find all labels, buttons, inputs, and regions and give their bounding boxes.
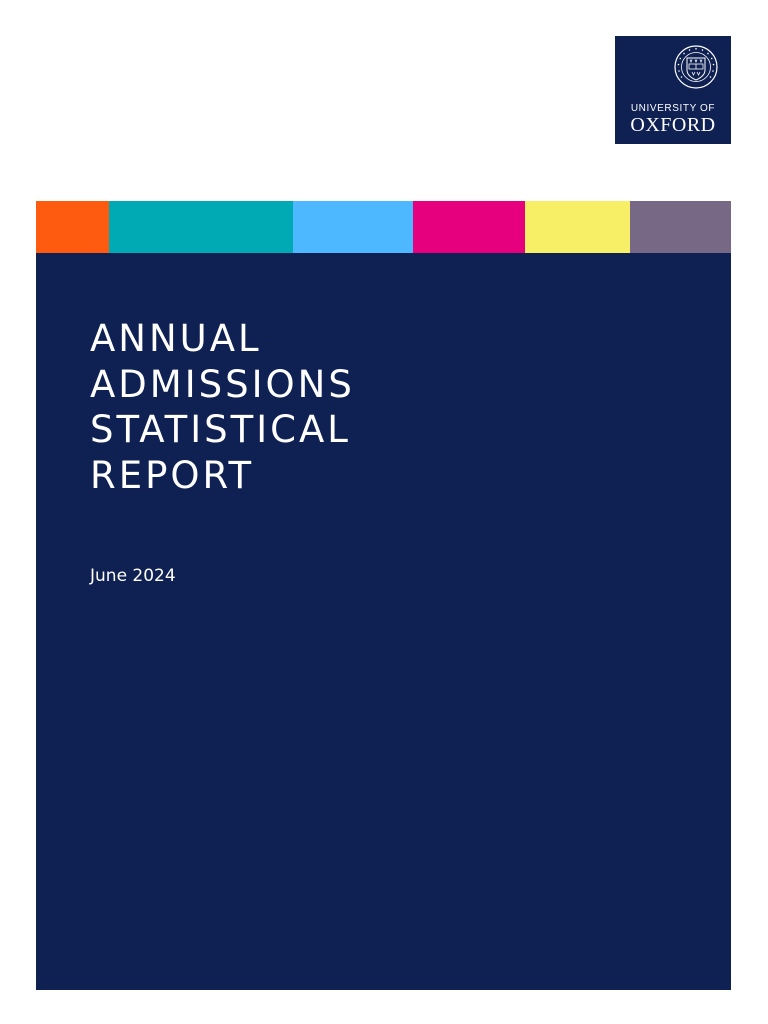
university-logo: UNIVERSITY OF OXFORD: [615, 36, 731, 144]
color-stripe: [293, 201, 413, 253]
title-line: STATISTICAL: [90, 408, 351, 451]
university-seal-icon: [674, 45, 718, 89]
color-stripe: [630, 201, 731, 253]
logo-university-label: UNIVERSITY OF: [630, 103, 716, 114]
report-title: ANNUAL ADMISSIONS STATISTICAL REPORT: [90, 316, 355, 498]
logo-oxford-label: OXFORD: [630, 114, 716, 136]
cover-panel: ANNUAL ADMISSIONS STATISTICAL REPORT Jun…: [36, 253, 731, 990]
title-line: REPORT: [90, 453, 255, 497]
color-stripe: [413, 201, 525, 253]
report-date: June 2024: [90, 566, 176, 586]
color-stripe: [36, 201, 109, 253]
title-line: ADMISSIONS: [90, 362, 355, 406]
color-stripe: [109, 201, 293, 253]
title-line: ANNUAL: [90, 317, 262, 360]
color-stripe: [525, 201, 630, 253]
color-bar: [36, 201, 731, 253]
